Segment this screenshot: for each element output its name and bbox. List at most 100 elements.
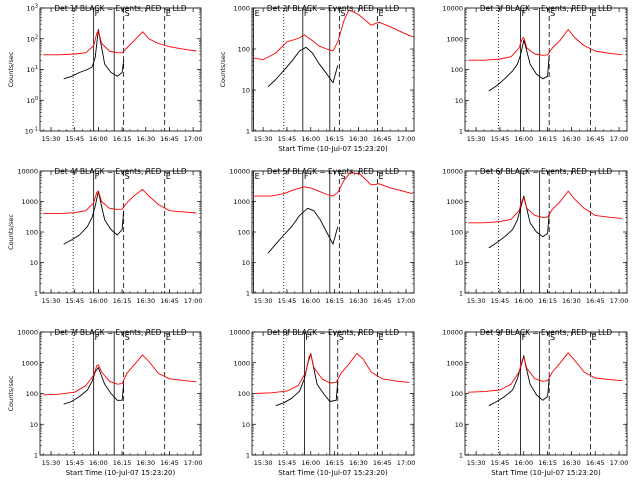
x-tick-label: 16:15 xyxy=(538,297,557,305)
y-tick-label: 10000 xyxy=(17,329,38,337)
x-tick-label: 16:30 xyxy=(136,297,155,305)
plot-frame xyxy=(251,170,415,294)
x-tick-label: 15:30 xyxy=(254,297,273,305)
panel-det-5: 15:30 15:45 16:00 16:15 16:30 16:45 17:00 1 10 10… xyxy=(229,167,415,305)
x-tick-label: 15:30 xyxy=(42,297,61,305)
series-events-line xyxy=(267,207,339,254)
marker-label: F xyxy=(522,333,527,342)
x-tick-label: 16:30 xyxy=(349,297,368,305)
y-tick-label: 1000 xyxy=(21,359,38,367)
y-tick-label: 1 xyxy=(246,290,250,298)
panel-det-8: 15:30 15:45 16:00 16:15 16:30 16:45 17:00 1 10 10… xyxy=(229,328,415,477)
panel-title: Det 9f BLACK = Events, RED = LLD xyxy=(480,328,613,337)
series-lld-line xyxy=(43,188,197,215)
y-tick-label: 10000 xyxy=(442,329,463,337)
y-tick-label: 100 xyxy=(451,229,463,237)
x-tick-label: 15:45 xyxy=(65,135,84,143)
series-lld-line xyxy=(43,30,197,56)
y-axis-label: Counts/sec xyxy=(7,214,15,250)
x-tick-label: 16:15 xyxy=(325,297,344,305)
y-tick-label: 1 xyxy=(34,452,38,460)
y-tick-label: 1 xyxy=(246,128,250,136)
y-tick-label: 10 xyxy=(242,259,250,267)
x-tick-label: 15:30 xyxy=(42,459,61,467)
x-axis-label: Start Time (10-Jul-07 15:23:20) xyxy=(278,145,388,153)
series-events-line xyxy=(267,46,339,88)
marker-label: F xyxy=(95,333,100,342)
x-tick-label: 16:30 xyxy=(136,135,155,143)
x-tick-label: 16:45 xyxy=(586,459,605,467)
y-tick-label: 1 xyxy=(459,290,463,298)
panel-title: Det 6f BLACK = Events, RED = LLD xyxy=(480,167,613,176)
marker-label: F xyxy=(522,9,527,18)
x-tick-label: 16:15 xyxy=(325,135,344,143)
y-axis-label: Counts/sec xyxy=(7,375,15,411)
y-tick-label: 100 xyxy=(27,96,38,105)
y-axis-label: Counts/sec xyxy=(219,51,227,87)
series-events-line xyxy=(275,353,339,407)
y-tick-label: 10 xyxy=(242,87,250,95)
x-tick-label: 17:00 xyxy=(610,459,629,467)
x-tick-label: 16:45 xyxy=(160,459,179,467)
x-axis-label: Start Time (10-Jul-07 15:23:20) xyxy=(66,469,176,477)
series-lld-line xyxy=(253,9,413,61)
x-tick-label: 16:30 xyxy=(136,459,155,467)
marker-label: S xyxy=(340,172,345,181)
marker-label: S xyxy=(125,9,130,18)
panel-det-9: 15:30 15:45 16:00 16:15 16:30 16:45 17:00 1 10 10… xyxy=(442,328,628,477)
series-events-line xyxy=(488,39,550,92)
series-lld-line xyxy=(468,190,623,224)
marker-label: S xyxy=(339,333,344,342)
marker-label: S xyxy=(550,9,555,18)
marker-label: E xyxy=(255,9,260,18)
x-tick-label: 16:15 xyxy=(113,135,132,143)
y-tick-label: 103 xyxy=(27,4,38,13)
y-tick-label: 100 xyxy=(238,229,250,237)
marker-label: F xyxy=(304,9,309,18)
x-tick-label: 16:30 xyxy=(562,459,581,467)
y-tick-label: 10-1 xyxy=(25,127,38,136)
panel-title: Det 8f BLACK = Events, RED = LLD xyxy=(267,328,400,337)
x-tick-label: 16:00 xyxy=(89,135,108,143)
marker-label: E xyxy=(378,333,383,342)
panel-det-1: 15:30 15:45 16:00 16:15 16:30 16:45 17:00 10-1 1… xyxy=(7,4,202,144)
marker-label: E xyxy=(591,9,596,18)
y-axis-label: Counts/sec xyxy=(7,51,15,87)
y-tick-label: 100 xyxy=(451,66,463,74)
x-tick-label: 17:00 xyxy=(184,459,203,467)
x-tick-label: 16:15 xyxy=(538,459,557,467)
x-tick-label: 15:30 xyxy=(42,135,61,143)
x-tick-label: 17:00 xyxy=(610,297,629,305)
series-lld-line xyxy=(43,354,197,396)
y-tick-label: 10000 xyxy=(17,168,38,176)
x-tick-label: 15:30 xyxy=(467,297,486,305)
x-tick-label: 15:45 xyxy=(278,297,297,305)
y-tick-label: 10000 xyxy=(229,329,250,337)
panel-title: Det 1f BLACK = Events, RED = LLD xyxy=(54,4,187,13)
y-tick-label: 100 xyxy=(26,229,38,237)
x-tick-label: 16:00 xyxy=(301,135,320,143)
y-tick-label: 100 xyxy=(238,390,250,398)
x-tick-label: 15:45 xyxy=(491,135,510,143)
x-tick-label: 16:15 xyxy=(325,459,344,467)
x-tick-label: 15:45 xyxy=(65,459,84,467)
series-lld-line xyxy=(253,171,413,197)
x-tick-label: 16:30 xyxy=(562,135,581,143)
y-tick-label: 101 xyxy=(27,65,38,74)
x-axis-label: Start Time (10-Jul-07 15:23:20) xyxy=(491,469,601,477)
x-tick-label: 16:15 xyxy=(538,135,557,143)
x-tick-label: 16:30 xyxy=(349,135,368,143)
plot-frame xyxy=(251,7,415,132)
panel-title: Det 3f BLACK = Events, RED = LLD xyxy=(480,4,613,13)
y-tick-label: 102 xyxy=(27,34,38,43)
marker-label: E xyxy=(378,9,383,18)
y-tick-label: 1 xyxy=(459,452,463,460)
x-tick-label: 16:45 xyxy=(586,135,605,143)
x-tick-label: 16:00 xyxy=(301,459,320,467)
x-tick-label: 15:45 xyxy=(491,459,510,467)
y-tick-label: 10 xyxy=(30,259,38,267)
y-tick-label: 100 xyxy=(26,390,38,398)
x-tick-label: 15:45 xyxy=(491,297,510,305)
marker-label: E xyxy=(166,333,171,342)
